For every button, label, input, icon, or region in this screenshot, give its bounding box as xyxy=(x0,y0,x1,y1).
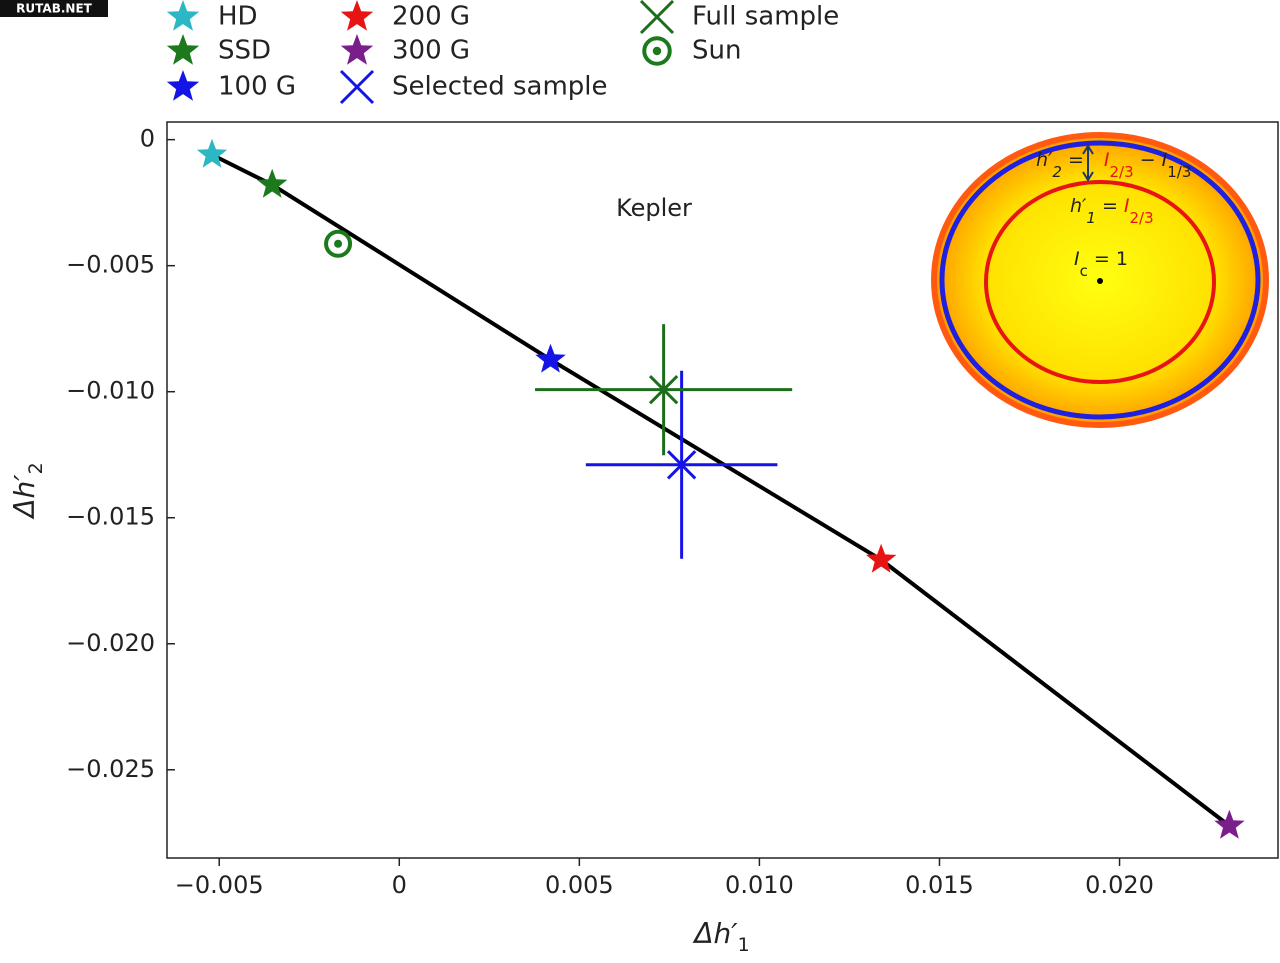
star-marker xyxy=(166,34,200,65)
inset-ring-outer xyxy=(939,140,1261,420)
x-marker xyxy=(339,69,375,105)
y-tick-label: −0.010 xyxy=(66,377,155,405)
legend-label: SSD xyxy=(218,36,271,66)
inset-h1: h′1 = I2/3 xyxy=(1070,195,1154,227)
y-tick-label: −0.025 xyxy=(66,755,155,783)
x-tick-label: −0.005 xyxy=(175,871,264,899)
legend-label: HD xyxy=(218,2,258,32)
sun-dot xyxy=(334,239,343,248)
star-marker xyxy=(865,543,897,573)
x-marker xyxy=(648,375,679,405)
legend-label: Selected sample xyxy=(392,72,608,102)
sun-dot xyxy=(652,46,662,56)
legend-label: Sun xyxy=(692,36,741,66)
x-marker xyxy=(666,450,697,480)
star-marker xyxy=(196,138,228,168)
star-marker xyxy=(1214,809,1245,839)
watermark-bg xyxy=(0,0,108,17)
star-marker xyxy=(166,0,200,31)
star-marker xyxy=(340,0,374,31)
sun-marker xyxy=(324,229,353,258)
y-tick-label: −0.005 xyxy=(66,251,155,279)
star-marker xyxy=(535,343,566,373)
plot-frame xyxy=(166,121,1279,859)
inset-ic: Ic = 1 xyxy=(1074,248,1128,280)
inset-arrow-heads xyxy=(1082,144,1094,182)
x-tick-label: 0.020 xyxy=(1085,871,1154,899)
y-tick-label: 0 xyxy=(140,125,155,153)
x-tick-label: 0.015 xyxy=(905,871,974,899)
x-marker xyxy=(639,0,675,35)
sun-marker xyxy=(642,36,672,66)
legend-label: 300 G xyxy=(392,36,470,66)
inset-center xyxy=(1097,278,1103,284)
star-marker xyxy=(256,168,288,198)
star-marker xyxy=(340,34,374,65)
inset-h2: h′2 = I2/3 − I1/3 xyxy=(1036,149,1191,181)
annotation: Kepler xyxy=(616,194,692,222)
legend-label: 100 G xyxy=(218,72,296,102)
inset-ring-inner xyxy=(984,180,1216,384)
x-tick-label: 0.005 xyxy=(545,871,614,899)
star-marker xyxy=(166,70,200,101)
y-tick-label: −0.015 xyxy=(66,503,155,531)
x-tick-label: 0.010 xyxy=(725,871,794,899)
y-tick-label: −0.020 xyxy=(66,629,155,657)
x-axis-label: Δh′1 xyxy=(692,917,749,956)
y-axis-label: Δh′2 xyxy=(8,462,47,519)
legend-label: Full sample xyxy=(692,2,839,32)
x-tick-label: 0 xyxy=(392,871,407,899)
inset: h′2 = I2/3 − I1/3 h′1 = I2/3 Ic = 1 xyxy=(931,132,1269,428)
watermark: RUTAB.NET xyxy=(16,2,92,16)
legend-label: 200 G xyxy=(392,2,470,32)
